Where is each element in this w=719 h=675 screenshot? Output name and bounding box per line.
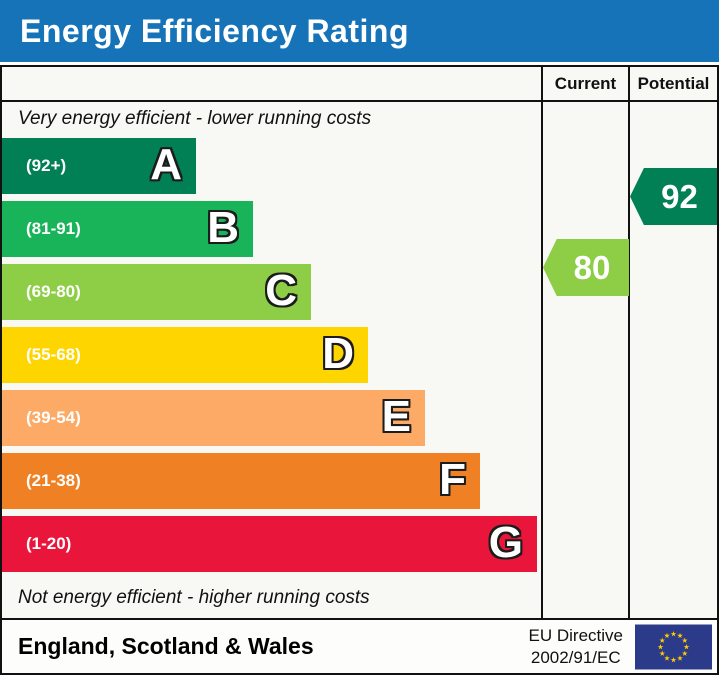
eu-directive-line1: EU Directive [528,625,623,645]
band-b: (81-91) B [2,201,253,257]
band-d-letter: D [322,329,354,379]
top-note: Very energy efficient - lower running co… [18,108,372,129]
potential-column-divider [628,67,630,618]
region-label: England, Scotland & Wales [18,633,314,659]
band-a: (92+) A [2,138,196,194]
current-column-divider [541,67,543,618]
band-d-range: (55-68) [26,345,81,364]
potential-rating-marker: 92 [630,168,717,225]
current-column-header: Current [554,73,617,93]
eu-directive-text: EU Directive 2002/91/EC [529,624,623,668]
bottom-note: Not energy efficient - higher running co… [18,587,370,608]
potential-column-header: Potential [637,73,710,93]
page-title: Energy Efficiency Rating [20,12,409,49]
band-g-letter: G [488,518,523,568]
band-g: (1-20) G [2,516,537,572]
band-f-range: (21-38) [26,471,81,490]
rating-table: Current Potential Very energy efficient … [0,65,719,620]
band-f: (21-38) F [2,453,480,509]
band-c: (69-80) C [2,264,311,320]
current-rating-value: 80 [573,248,611,286]
band-c-letter: C [265,266,297,316]
band-b-range: (81-91) [26,219,81,238]
title-bar: Energy Efficiency Rating [0,0,719,62]
band-a-range: (92+) [26,156,67,175]
band-e: (39-54) E [2,390,425,446]
current-rating-marker: 80 [543,239,629,296]
footer-bar: England, Scotland & Wales EU Directive 2… [0,620,719,675]
band-f-letter: F [439,455,466,505]
band-c-range: (69-80) [26,282,81,301]
eu-flag-icon [635,624,712,669]
header-separator-line [2,100,717,102]
band-g-range: (1-20) [26,534,72,553]
band-d: (55-68) D [2,327,368,383]
band-e-letter: E [381,392,411,442]
rating-bands: (92+) A (81-91) B (69-80) C (55-68) D (3… [2,138,537,572]
band-e-range: (39-54) [26,408,81,427]
band-a-letter: A [150,140,182,190]
eu-directive-line2: 2002/91/EC [530,647,621,667]
potential-rating-value: 92 [661,177,698,215]
band-b-letter: B [207,203,239,253]
